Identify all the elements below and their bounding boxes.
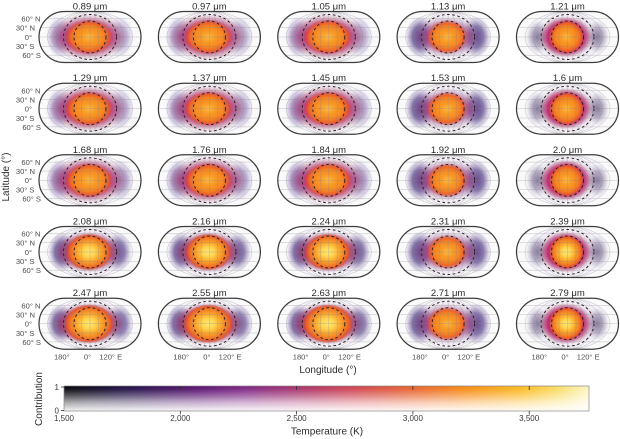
svg-text:180°: 180° bbox=[531, 352, 547, 361]
svg-text:2,000: 2,000 bbox=[170, 414, 191, 423]
svg-text:30° N: 30° N bbox=[16, 167, 35, 176]
svg-text:0.97 μm: 0.97 μm bbox=[192, 2, 227, 13]
svg-text:1: 1 bbox=[55, 383, 60, 392]
svg-text:1.53 μm: 1.53 μm bbox=[431, 73, 466, 84]
svg-text:0°: 0° bbox=[25, 176, 32, 185]
svg-text:0.89 μm: 0.89 μm bbox=[73, 2, 108, 13]
svg-text:120° E: 120° E bbox=[338, 352, 361, 361]
svg-text:1.92 μm: 1.92 μm bbox=[431, 145, 466, 156]
svg-text:0°: 0° bbox=[84, 352, 91, 361]
svg-text:0°: 0° bbox=[442, 352, 449, 361]
svg-text:Latitude (°): Latitude (°) bbox=[1, 152, 12, 201]
svg-text:60° N: 60° N bbox=[21, 158, 40, 167]
svg-text:0: 0 bbox=[55, 407, 60, 416]
svg-text:2.79 μm: 2.79 μm bbox=[550, 288, 585, 299]
svg-text:0°: 0° bbox=[203, 352, 210, 361]
svg-text:60° S: 60° S bbox=[22, 194, 41, 203]
svg-text:60° N: 60° N bbox=[21, 230, 40, 239]
svg-text:60° N: 60° N bbox=[21, 86, 40, 95]
svg-text:30° S: 30° S bbox=[16, 257, 35, 266]
svg-text:0°: 0° bbox=[25, 320, 32, 329]
svg-text:120° E: 120° E bbox=[457, 352, 480, 361]
svg-text:2.39 μm: 2.39 μm bbox=[550, 217, 585, 228]
svg-text:0°: 0° bbox=[25, 33, 32, 42]
svg-text:120° E: 120° E bbox=[99, 352, 122, 361]
svg-text:1.21 μm: 1.21 μm bbox=[550, 2, 585, 13]
svg-text:1,500: 1,500 bbox=[54, 414, 75, 423]
svg-text:2.08 μm: 2.08 μm bbox=[73, 217, 108, 228]
svg-text:1.84 μm: 1.84 μm bbox=[312, 145, 347, 156]
svg-text:Contribution: Contribution bbox=[34, 372, 45, 426]
svg-text:0°: 0° bbox=[323, 352, 330, 361]
svg-text:3,500: 3,500 bbox=[519, 414, 540, 423]
svg-text:30° S: 30° S bbox=[16, 186, 35, 195]
svg-text:180°: 180° bbox=[293, 352, 309, 361]
svg-text:30° N: 30° N bbox=[16, 95, 35, 104]
svg-text:30° N: 30° N bbox=[16, 310, 35, 319]
svg-text:0°: 0° bbox=[561, 352, 568, 361]
svg-text:2.63 μm: 2.63 μm bbox=[312, 288, 347, 299]
svg-text:30° N: 30° N bbox=[16, 239, 35, 248]
svg-text:60° N: 60° N bbox=[21, 15, 40, 24]
svg-text:1.05 μm: 1.05 μm bbox=[312, 2, 347, 13]
svg-text:180°: 180° bbox=[412, 352, 428, 361]
svg-text:120° E: 120° E bbox=[577, 352, 600, 361]
svg-text:1.29 μm: 1.29 μm bbox=[73, 73, 108, 84]
svg-text:1.68 μm: 1.68 μm bbox=[73, 145, 108, 156]
svg-text:0°: 0° bbox=[25, 105, 32, 114]
svg-text:2.0 μm: 2.0 μm bbox=[553, 145, 582, 156]
svg-text:Temperature (K): Temperature (K) bbox=[291, 427, 363, 438]
svg-text:180°: 180° bbox=[173, 352, 189, 361]
svg-text:1.6 μm: 1.6 μm bbox=[553, 73, 582, 84]
svg-text:2.55 μm: 2.55 μm bbox=[192, 288, 227, 299]
svg-text:2.24 μm: 2.24 μm bbox=[312, 217, 347, 228]
svg-text:30° S: 30° S bbox=[16, 114, 35, 123]
svg-text:0°: 0° bbox=[25, 248, 32, 257]
svg-text:120° E: 120° E bbox=[219, 352, 242, 361]
svg-text:2,500: 2,500 bbox=[287, 414, 308, 423]
svg-text:2.16 μm: 2.16 μm bbox=[192, 217, 227, 228]
svg-text:30° S: 30° S bbox=[16, 42, 35, 51]
svg-text:2.31 μm: 2.31 μm bbox=[431, 217, 466, 228]
svg-text:60° N: 60° N bbox=[21, 301, 40, 310]
svg-text:60° S: 60° S bbox=[22, 123, 41, 132]
svg-text:1.76 μm: 1.76 μm bbox=[192, 145, 227, 156]
svg-text:60° S: 60° S bbox=[22, 51, 41, 60]
svg-text:60° S: 60° S bbox=[22, 266, 41, 275]
svg-text:30° S: 30° S bbox=[16, 329, 35, 338]
svg-text:2.71 μm: 2.71 μm bbox=[431, 288, 466, 299]
svg-text:180°: 180° bbox=[54, 352, 70, 361]
svg-text:3,000: 3,000 bbox=[403, 414, 424, 423]
svg-text:1.45 μm: 1.45 μm bbox=[312, 73, 347, 84]
svg-text:1.13 μm: 1.13 μm bbox=[431, 2, 466, 13]
svg-text:60° S: 60° S bbox=[22, 338, 41, 347]
svg-text:2.47 μm: 2.47 μm bbox=[73, 288, 108, 299]
svg-text:30° N: 30° N bbox=[16, 24, 35, 33]
svg-text:1.37 μm: 1.37 μm bbox=[192, 73, 227, 84]
svg-text:Longitude (°): Longitude (°) bbox=[299, 365, 356, 376]
